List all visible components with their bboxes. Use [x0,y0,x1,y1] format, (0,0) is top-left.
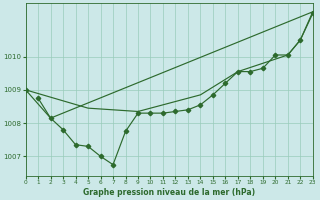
X-axis label: Graphe pression niveau de la mer (hPa): Graphe pression niveau de la mer (hPa) [83,188,255,197]
